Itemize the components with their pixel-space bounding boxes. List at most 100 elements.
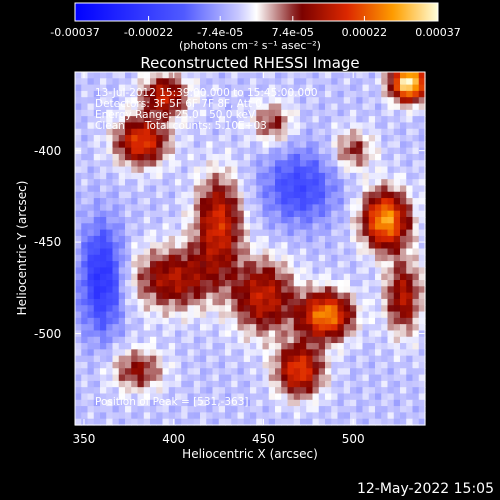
heatmap-cell	[162, 387, 170, 395]
heatmap-cell	[287, 311, 295, 319]
heatmap-cell	[118, 336, 126, 344]
heatmap-cell	[306, 172, 314, 180]
heatmap-cell	[356, 254, 364, 262]
heatmap-cell	[337, 185, 345, 193]
heatmap-cell	[150, 280, 157, 287]
heatmap-cell	[237, 141, 245, 149]
heatmap-cell	[106, 368, 114, 376]
heatmap-cell	[362, 273, 370, 281]
heatmap-cell	[125, 393, 132, 401]
heatmap-cell	[206, 311, 214, 319]
heatmap-cell	[375, 210, 382, 218]
heatmap-cell	[212, 191, 220, 199]
heatmap-cell	[187, 191, 195, 199]
heatmap-cell	[400, 242, 407, 250]
heatmap-cell	[281, 141, 289, 149]
heatmap-cell	[406, 72, 414, 79]
heatmap-cell	[337, 324, 345, 332]
heatmap-cell	[175, 368, 182, 376]
heatmap-cell	[275, 305, 282, 313]
heatmap-cell	[193, 172, 201, 180]
heatmap-cell	[168, 412, 176, 420]
heatmap-cell	[100, 103, 107, 111]
heatmap-cell	[225, 141, 232, 149]
heatmap-cell	[125, 103, 132, 111]
heatmap-cell	[256, 380, 264, 388]
heatmap-cell	[293, 172, 301, 180]
heatmap-cell	[93, 109, 101, 117]
heatmap-cell	[300, 387, 307, 395]
heatmap-cell	[287, 109, 295, 117]
heatmap-cell	[100, 90, 107, 98]
heatmap-cell	[175, 261, 182, 269]
heatmap-cell	[300, 235, 307, 243]
heatmap-cell	[318, 374, 326, 382]
heatmap-cell	[112, 267, 120, 275]
heatmap-cell	[337, 280, 345, 287]
heatmap-cell	[325, 349, 332, 357]
heatmap-cell	[212, 267, 220, 275]
heatmap-cell	[193, 198, 201, 205]
heatmap-cell	[125, 368, 132, 376]
heatmap-cell	[231, 261, 239, 269]
heatmap-cell	[106, 330, 114, 338]
heatmap-cell	[250, 298, 257, 306]
heatmap-cell	[300, 374, 307, 382]
heatmap-cell	[300, 210, 307, 218]
heatmap-cell	[125, 160, 132, 168]
heatmap-cell	[87, 210, 95, 218]
heatmap-cell	[237, 286, 245, 294]
heatmap-cell	[137, 399, 145, 407]
heatmap-cell	[206, 122, 214, 130]
heatmap-cell	[393, 248, 401, 256]
heatmap-cell	[331, 160, 339, 168]
heatmap-cell	[362, 343, 370, 350]
heatmap-cell	[131, 368, 139, 376]
heatmap-cell	[231, 103, 239, 111]
heatmap-cell	[275, 135, 282, 142]
heatmap-cell	[125, 261, 132, 269]
heatmap-cell	[125, 248, 132, 256]
heatmap-cell	[325, 235, 332, 243]
heatmap-cell	[87, 361, 95, 369]
heatmap-cell	[393, 355, 401, 363]
heatmap-cell	[206, 374, 214, 382]
heatmap-cell	[381, 399, 389, 407]
heatmap-cell	[325, 336, 332, 344]
heatmap-cell	[181, 418, 189, 426]
heatmap-cell	[293, 198, 301, 205]
heatmap-cell	[287, 172, 295, 180]
heatmap-cell	[262, 280, 270, 287]
heatmap-cell	[393, 368, 401, 376]
heatmap-cell	[406, 248, 414, 256]
heatmap-cell	[268, 393, 276, 401]
heatmap-cell	[368, 216, 376, 224]
heatmap-cell	[412, 78, 420, 86]
heatmap-cell	[106, 393, 114, 401]
heatmap-cell	[406, 210, 414, 218]
heatmap-cell	[87, 399, 95, 407]
heatmap-cell	[125, 305, 132, 313]
heatmap-cell	[418, 387, 426, 395]
heatmap-cell	[318, 78, 326, 86]
heatmap-cell	[281, 90, 289, 98]
heatmap-cell	[106, 387, 114, 395]
heatmap-cell	[306, 267, 314, 275]
heatmap-cell	[206, 235, 214, 243]
heatmap-cell	[312, 198, 320, 205]
heatmap-cell	[193, 267, 201, 275]
heatmap-cell	[300, 223, 307, 231]
heatmap-cell	[81, 97, 89, 105]
heatmap-cell	[281, 317, 289, 325]
heatmap-cell	[193, 399, 201, 407]
heatmap-cell	[250, 418, 257, 426]
heatmap-cell	[100, 361, 107, 369]
heatmap-cell	[262, 349, 270, 357]
heatmap-cell	[362, 141, 370, 149]
heatmap-cell	[262, 292, 270, 300]
heatmap-cell	[181, 267, 189, 275]
heatmap-cell	[356, 185, 364, 193]
heatmap-cell	[306, 160, 314, 168]
heatmap-cell	[237, 147, 245, 155]
heatmap-cell	[368, 128, 376, 136]
